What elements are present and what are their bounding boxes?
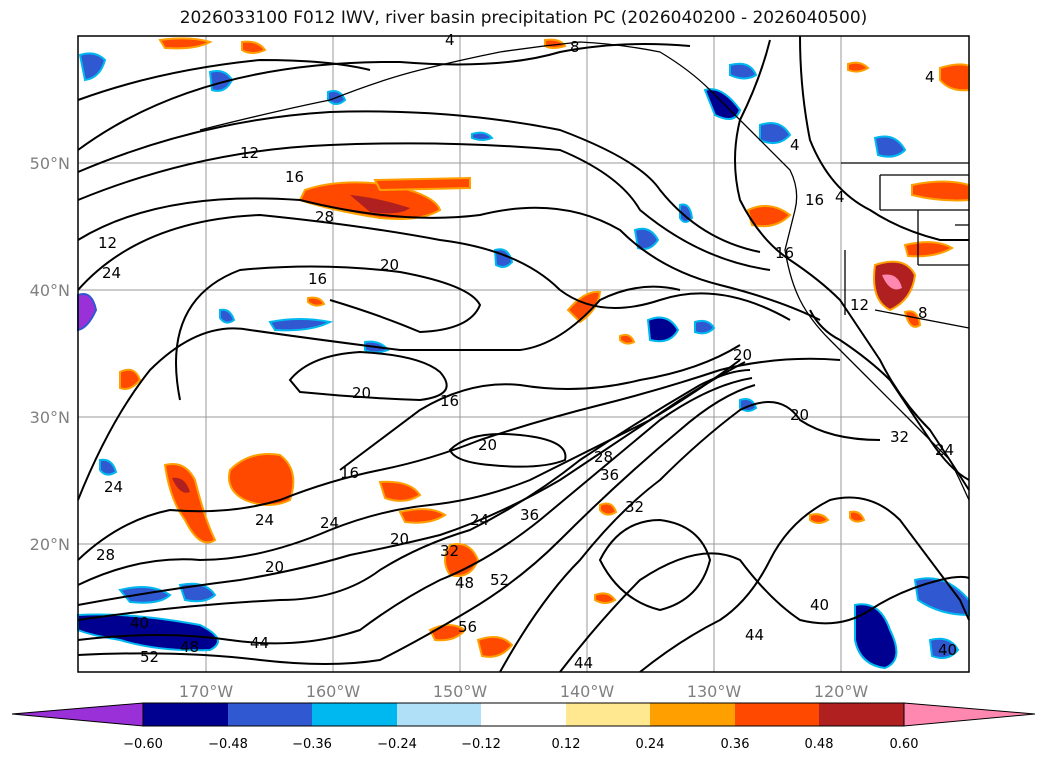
contour-label: 40 [130, 614, 149, 632]
lon-label-130w: 130°W [687, 682, 742, 701]
colorbar-tick: 0.60 [890, 737, 919, 752]
contour-label: 16 [805, 191, 824, 209]
longitude-labels: 170°W 160°W 150°W 140°W 130°W 120°W [179, 682, 869, 701]
map-area [77, 35, 970, 673]
coastline [199, 41, 970, 501]
contour-label: 32 [625, 498, 644, 516]
contour-label: 52 [140, 648, 159, 666]
contour-label: 24 [102, 264, 121, 282]
contour-labels: 8 4 4 12 16 28 12 24 20 16 20 16 20 16 2… [96, 31, 957, 672]
lon-label-170w: 170°W [179, 682, 234, 701]
contour-label: 28 [594, 448, 613, 466]
contour-label: 20 [390, 530, 409, 548]
colorbar-tick: 0.48 [805, 737, 834, 752]
contour-label: 20 [478, 436, 497, 454]
colorbar-over-arrow [903, 702, 1036, 727]
contour-label: 8 [918, 304, 928, 322]
colorbar-bin [397, 703, 481, 726]
colorbar-ticks: −0.60 −0.48 −0.36 −0.24 −0.12 0.12 0.24 … [123, 737, 918, 752]
colorbar-tick: −0.24 [377, 737, 417, 752]
lat-label-50n: 50°N [30, 154, 70, 173]
lat-label-30n: 30°N [30, 408, 70, 427]
colorbar-bin [228, 703, 312, 726]
lon-label-120w: 120°W [814, 682, 869, 701]
colorbar-bin [312, 703, 397, 726]
latitude-labels: 50°N 40°N 30°N 20°N [30, 154, 70, 554]
contour-label: 20 [380, 256, 399, 274]
contour-label: 32 [440, 542, 459, 560]
lon-label-140w: 140°W [560, 682, 615, 701]
contour-label: 28 [96, 546, 115, 564]
contour-label: 16 [285, 168, 304, 186]
contour-label: 44 [250, 634, 269, 652]
precip-positive-areas [119, 37, 970, 658]
colorbar-tick: −0.36 [292, 737, 332, 752]
lon-label-150w: 150°W [433, 682, 488, 701]
contour-label: 40 [938, 641, 957, 659]
contour-label: 24 [104, 478, 123, 496]
contour-label: 20 [733, 346, 752, 364]
contour-label: 16 [340, 464, 359, 482]
contour-label: 24 [320, 514, 339, 532]
colorbar-tick: −0.60 [123, 737, 163, 752]
contour-label: 24 [255, 511, 274, 529]
contour-label: 40 [810, 596, 829, 614]
contour-label: 8 [570, 38, 580, 56]
contour-label: 20 [790, 406, 809, 424]
contour-label: 48 [455, 574, 474, 592]
contour-label: 44 [574, 654, 593, 672]
colorbar-bin [735, 703, 819, 726]
contour-label: 24 [935, 441, 954, 459]
contour-label: 12 [240, 144, 259, 162]
contour-label: 36 [600, 466, 619, 484]
contour-label: 12 [98, 234, 117, 252]
colorbar-bin [819, 703, 904, 726]
colorbar-tick: −0.48 [208, 737, 248, 752]
colorbar-tick: 0.36 [721, 737, 750, 752]
contour-label: 20 [352, 384, 371, 402]
colorbar-tick: −0.12 [461, 737, 501, 752]
contour-label: 4 [445, 31, 455, 49]
contour-label: 4 [835, 188, 845, 206]
contour-label: 28 [315, 208, 334, 226]
colorbar-bin [143, 703, 228, 726]
colorbar-tick: 0.24 [636, 737, 665, 752]
lon-label-160w: 160°W [306, 682, 361, 701]
colorbar: −0.60 −0.48 −0.36 −0.24 −0.12 0.12 0.24 … [11, 702, 1036, 752]
contour-label: 36 [520, 506, 539, 524]
lat-label-40n: 40°N [30, 281, 70, 300]
contour-label: 4 [790, 136, 800, 154]
map-title: 2026033100 F012 IWV, river basin precipi… [179, 8, 868, 28]
contour-label: 52 [490, 571, 509, 589]
contour-label: 4 [925, 68, 935, 86]
contour-label: 16 [308, 270, 327, 288]
contour-label: 20 [265, 558, 284, 576]
colorbar-bin [566, 703, 650, 726]
contour-label: 16 [440, 392, 459, 410]
contour-label: 12 [850, 296, 869, 314]
contour-label: 24 [470, 511, 489, 529]
colorbar-bin [481, 703, 566, 726]
colorbar-under-arrow [11, 702, 144, 727]
colorbar-bin [650, 703, 735, 726]
contour-label: 44 [745, 626, 764, 644]
contour-label: 56 [458, 618, 477, 636]
contour-label: 32 [890, 428, 909, 446]
lat-label-20n: 20°N [30, 535, 70, 554]
map-frame [77, 35, 970, 673]
contour-label: 16 [775, 244, 794, 262]
colorbar-tick: 0.12 [552, 737, 581, 752]
contour-label: 48 [180, 638, 199, 656]
